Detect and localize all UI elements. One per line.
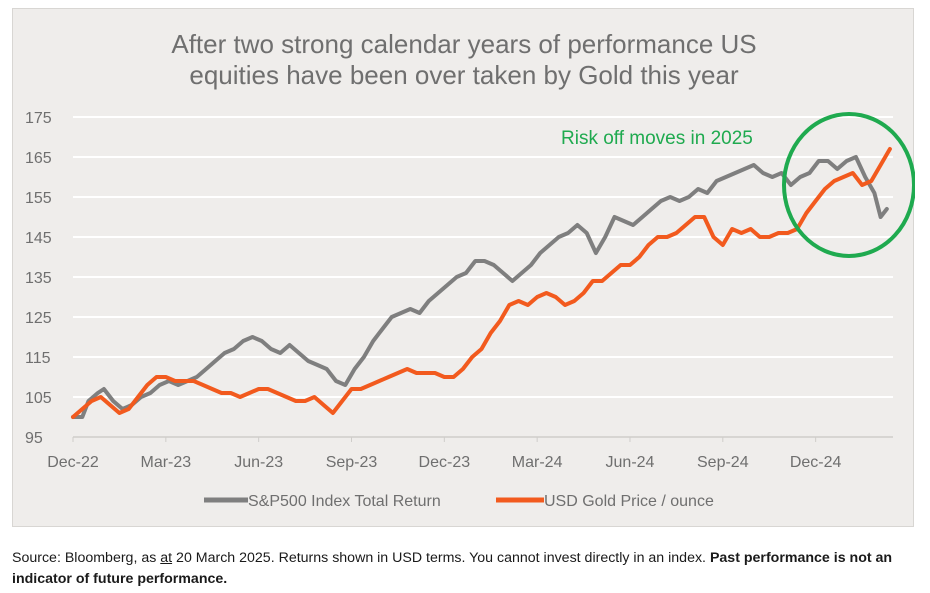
legend-label-gold: USD Gold Price / ounce [544, 493, 714, 510]
x-tick-label: Mar-23 [140, 454, 191, 471]
legend-label-sp500: S&P500 Index Total Return [248, 493, 441, 510]
x-tick-label: Mar-24 [512, 454, 563, 471]
source-note: Source: Bloomberg, as at 20 March 2025. … [12, 548, 917, 590]
y-axis: 175 165 155 145 135 125 115 105 95 [25, 110, 52, 447]
x-axis: Dec-22 Mar-23 Jun-23 Sep-23 Dec-23 Mar-24 Jun-… [47, 437, 842, 471]
y-tick-label: 155 [25, 190, 52, 207]
source-prefix: Source: Bloomberg, as [12, 550, 161, 566]
y-tick-label: 145 [25, 230, 52, 247]
x-tick-label: Sep-24 [697, 454, 749, 471]
x-tick-label: Jun-24 [606, 454, 655, 471]
legend: S&P500 Index Total Return USD Gold Price… [204, 493, 714, 510]
y-tick-label: 95 [25, 430, 43, 447]
chart: After two strong calendar years of perfo… [25, 29, 915, 510]
y-tick-label: 125 [25, 310, 52, 327]
series-line-gold [71, 147, 892, 419]
y-tick-label: 105 [25, 390, 52, 407]
source-at: at [160, 550, 173, 566]
chart-title-line-1: After two strong calendar years of perfo… [171, 29, 756, 59]
source-middle: 20 March 2025. Returns shown in USD term… [172, 550, 710, 566]
y-tick-label: 165 [25, 150, 52, 167]
series-line-sp500 [71, 155, 889, 419]
y-tick-label: 175 [25, 110, 52, 127]
x-tick-label: Dec-22 [47, 454, 99, 471]
chart-title-line-2: equities have been over taken by Gold th… [189, 60, 739, 90]
chart-panel: After two strong calendar years of perfo… [12, 8, 915, 527]
y-tick-label: 135 [25, 270, 52, 287]
source-disclaimer: Past performance is not an indicator of … [12, 550, 893, 587]
x-tick-label: Jun-23 [234, 454, 283, 471]
series-lines [71, 147, 892, 419]
x-tick-label: Dec-23 [419, 454, 471, 471]
x-tick-label: Dec-24 [790, 454, 842, 471]
x-tick-label: Sep-23 [326, 454, 378, 471]
gridlines [73, 116, 893, 438]
y-tick-label: 115 [25, 350, 51, 367]
annotation-text: Risk off moves in 2025 [561, 128, 753, 149]
annotation-circle [782, 112, 915, 258]
